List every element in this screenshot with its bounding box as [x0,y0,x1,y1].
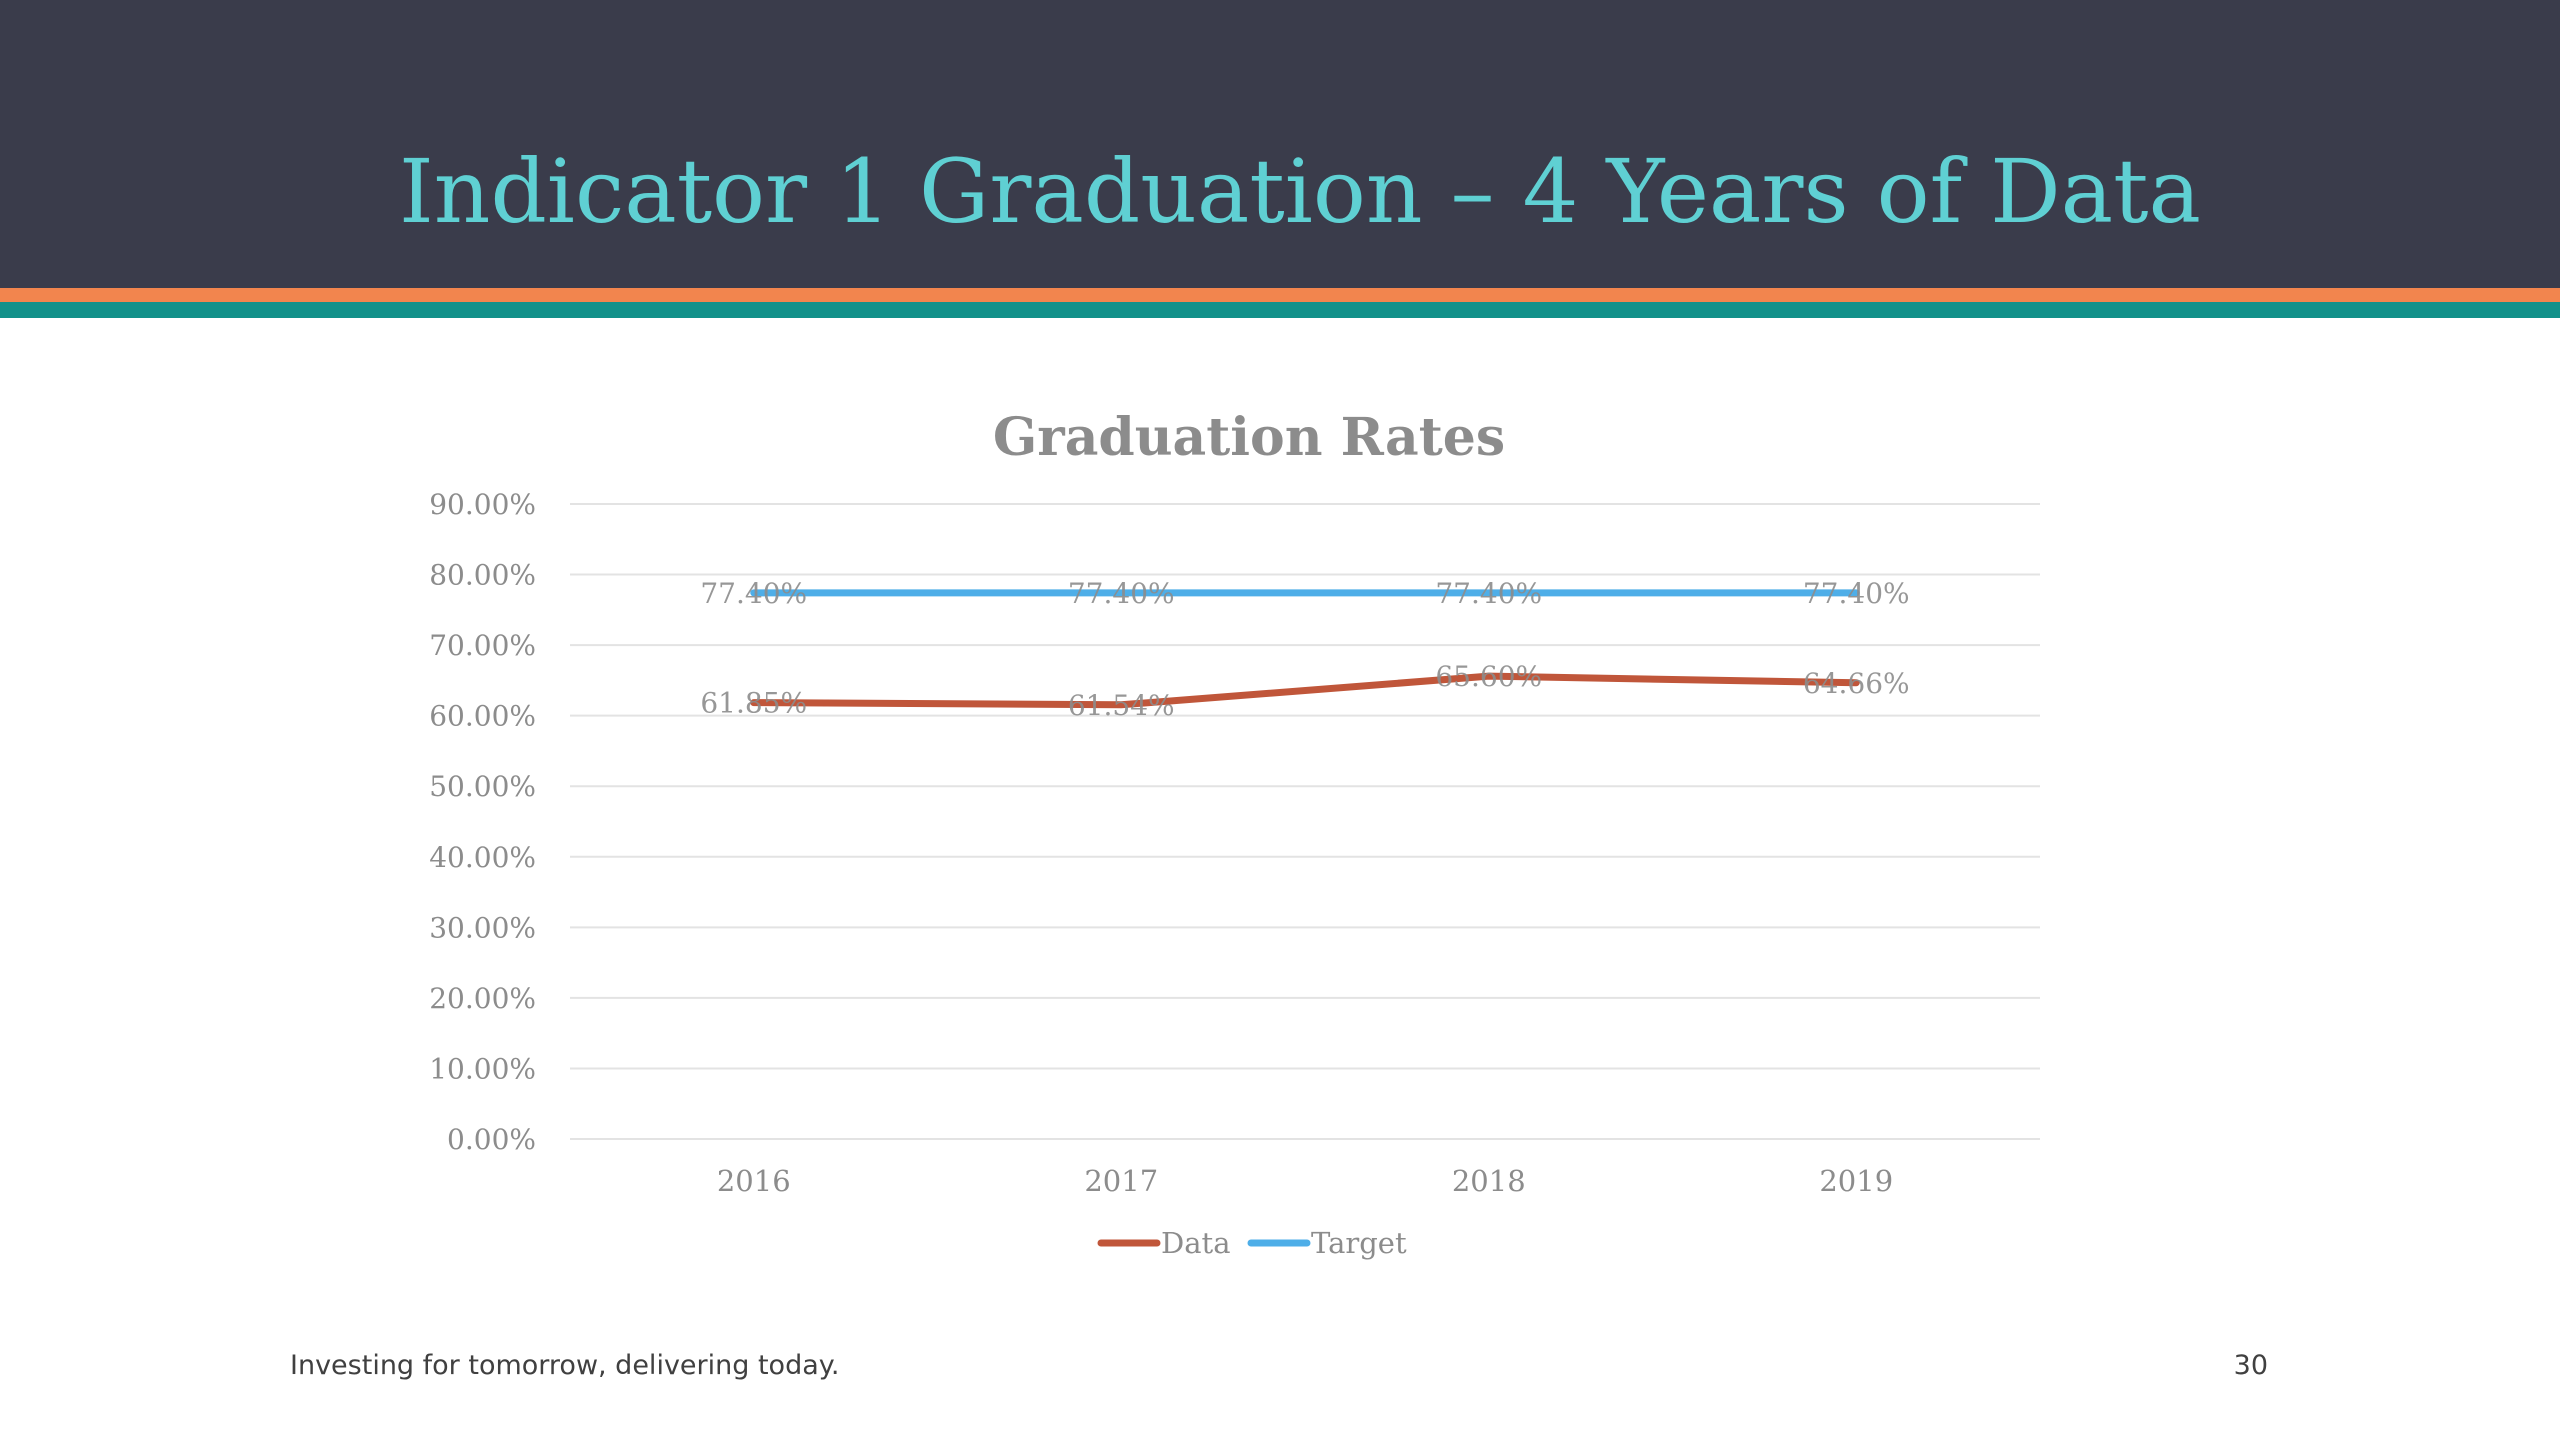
data-label: 64.66% [1803,667,1910,700]
title-banner [0,0,2560,288]
y-tick-label: 10.00% [429,1052,536,1085]
y-tick-label: 30.00% [429,911,536,944]
series-lines [750,589,1860,709]
legend: Data Target [1097,1226,1407,1260]
gridlines [570,503,2040,1140]
data-label: 61.85% [700,687,807,720]
slide-title: Indicator 1 Graduation – 4 Years of Data [399,140,2201,243]
y-tick-label: 80.00% [429,559,536,592]
data-label: 77.40% [700,577,807,610]
accent-stripe-teal [0,302,2560,318]
x-tick-label: 2018 [1452,1164,1526,1198]
y-tick-label: 90.00% [429,488,536,521]
data-label: 77.40% [1068,577,1175,610]
page-number: 30 [2233,1350,2268,1381]
series-line-data [750,672,1860,709]
y-tick-label: 20.00% [429,982,536,1015]
y-axis-tick-labels: 0.00% 10.00% 20.00% 30.00% 40.00% 50.00% 60.00… [429,488,536,1156]
x-tick-label: 2017 [1084,1164,1158,1198]
y-tick-label: 40.00% [429,841,536,874]
footer-tagline: Investing for tomorrow, delivering today… [290,1350,840,1381]
y-tick-label: 70.00% [429,629,536,662]
legend-label-data: Data [1161,1226,1230,1260]
x-tick-label: 2016 [717,1164,791,1198]
accent-stripe-orange [0,288,2560,302]
chart-title: Graduation Rates [993,407,1505,468]
data-label: 77.40% [1435,577,1542,610]
data-label: 65.60% [1435,660,1542,693]
y-tick-label: 60.00% [429,700,536,733]
x-tick-label: 2019 [1819,1164,1893,1198]
y-tick-label: 0.00% [447,1123,536,1156]
data-labels: 61.85% 61.54% 65.60% 64.66% 77.40% 77.40% 77.4… [700,577,1909,722]
data-label: 77.40% [1803,577,1910,610]
x-axis-tick-labels: 2016 2017 2018 2019 [717,1164,1893,1198]
legend-label-target: Target [1311,1226,1407,1260]
data-label: 61.54% [1068,689,1175,722]
y-tick-label: 50.00% [429,770,536,803]
